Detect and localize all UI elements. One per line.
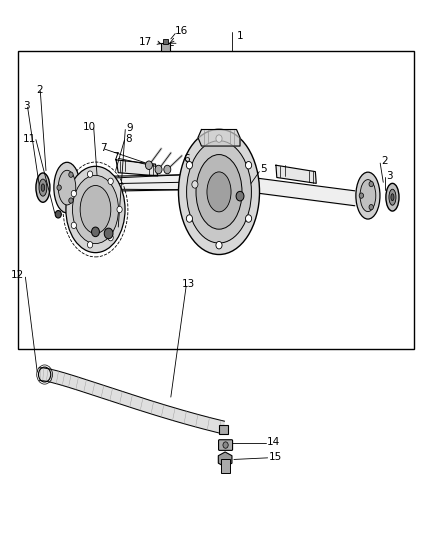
Circle shape — [192, 181, 198, 188]
Circle shape — [55, 211, 61, 218]
Ellipse shape — [73, 175, 118, 244]
Ellipse shape — [187, 141, 251, 243]
Circle shape — [71, 190, 77, 197]
Ellipse shape — [54, 162, 80, 213]
Circle shape — [216, 241, 222, 249]
Circle shape — [108, 235, 113, 241]
Text: 5: 5 — [261, 165, 267, 174]
Circle shape — [216, 135, 222, 142]
Ellipse shape — [391, 193, 394, 200]
Ellipse shape — [389, 189, 396, 205]
Text: 15: 15 — [269, 452, 282, 462]
Text: 1: 1 — [237, 31, 243, 41]
Bar — [18, 51, 414, 349]
Text: 12: 12 — [11, 270, 24, 280]
Circle shape — [369, 181, 373, 187]
Text: 9: 9 — [126, 123, 133, 133]
Circle shape — [186, 215, 192, 222]
Ellipse shape — [39, 179, 47, 196]
Polygon shape — [198, 130, 240, 146]
Text: 2: 2 — [36, 85, 42, 94]
Ellipse shape — [58, 171, 76, 205]
Ellipse shape — [207, 172, 231, 212]
Circle shape — [92, 227, 99, 237]
Circle shape — [108, 178, 113, 184]
Bar — [219, 425, 228, 434]
Circle shape — [145, 161, 152, 169]
Circle shape — [117, 206, 122, 213]
Polygon shape — [276, 165, 316, 183]
Circle shape — [88, 171, 93, 177]
Text: 16: 16 — [175, 26, 188, 36]
Ellipse shape — [80, 185, 111, 233]
Ellipse shape — [36, 173, 50, 203]
Circle shape — [246, 215, 252, 222]
Circle shape — [88, 241, 93, 248]
Text: 6: 6 — [183, 154, 190, 164]
Ellipse shape — [356, 172, 380, 219]
Bar — [161, 43, 170, 51]
Bar — [221, 459, 230, 473]
Text: 4: 4 — [215, 159, 221, 169]
Circle shape — [369, 205, 373, 210]
Circle shape — [359, 193, 364, 198]
Circle shape — [246, 161, 252, 169]
Text: 2: 2 — [381, 157, 388, 166]
Circle shape — [57, 185, 61, 190]
Circle shape — [236, 191, 244, 201]
Ellipse shape — [66, 166, 125, 253]
Circle shape — [164, 165, 171, 174]
Text: 3: 3 — [23, 101, 29, 110]
Text: 7: 7 — [100, 143, 106, 153]
Polygon shape — [116, 160, 158, 176]
Text: 17: 17 — [139, 37, 152, 47]
Ellipse shape — [179, 130, 259, 255]
Text: 10: 10 — [83, 122, 96, 132]
Text: 11: 11 — [23, 134, 36, 143]
Polygon shape — [218, 452, 232, 467]
Circle shape — [69, 172, 73, 177]
Circle shape — [186, 161, 192, 169]
Ellipse shape — [196, 155, 242, 229]
Polygon shape — [39, 368, 224, 434]
Text: 7: 7 — [112, 152, 119, 162]
Circle shape — [223, 442, 228, 448]
Circle shape — [71, 222, 77, 229]
Circle shape — [104, 228, 113, 239]
Ellipse shape — [41, 184, 45, 191]
Text: 8: 8 — [126, 134, 132, 143]
FancyBboxPatch shape — [219, 440, 233, 450]
Text: 3: 3 — [386, 172, 393, 181]
Text: 13: 13 — [181, 279, 194, 289]
Circle shape — [155, 165, 162, 174]
Text: 14: 14 — [267, 438, 280, 447]
Ellipse shape — [360, 180, 376, 212]
Bar — [163, 39, 168, 44]
Circle shape — [69, 198, 73, 203]
Ellipse shape — [386, 183, 399, 211]
